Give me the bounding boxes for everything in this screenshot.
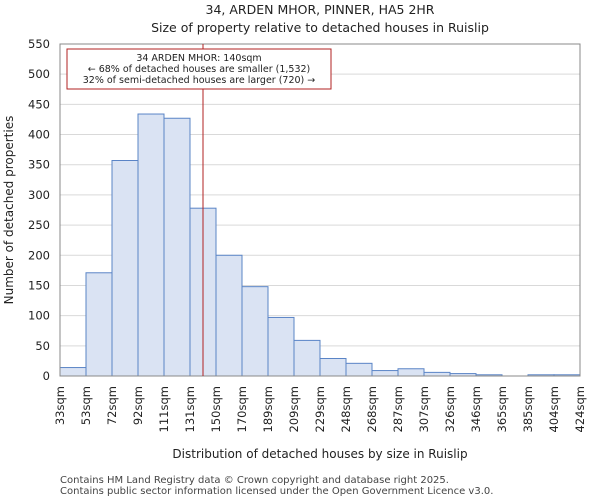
chart-subtitle: Size of property relative to detached ho… bbox=[151, 20, 489, 35]
annotation-line-1: 34 ARDEN MHOR: 140sqm bbox=[136, 53, 261, 64]
bar bbox=[319, 357, 347, 377]
bars bbox=[59, 113, 581, 377]
x-tick-label: 365sqm bbox=[495, 386, 509, 432]
x-tick-label: 209sqm bbox=[287, 386, 301, 432]
bar bbox=[111, 160, 139, 377]
bar bbox=[137, 113, 165, 377]
bar bbox=[59, 367, 87, 377]
x-tick-label: 53sqm bbox=[79, 386, 93, 425]
bar bbox=[215, 254, 243, 377]
x-axis-label: Distribution of detached houses by size … bbox=[172, 447, 467, 461]
annotation-box: 34 ARDEN MHOR: 140sqm ← 68% of detached … bbox=[66, 48, 332, 90]
bar bbox=[163, 117, 191, 377]
x-tick-label: 307sqm bbox=[417, 386, 431, 432]
x-tick-label: 111sqm bbox=[157, 386, 171, 432]
bar bbox=[267, 316, 295, 377]
y-tick-label: 250 bbox=[28, 218, 50, 232]
bar bbox=[397, 368, 425, 377]
y-tick-label: 350 bbox=[28, 158, 50, 172]
x-tick-label: 346sqm bbox=[469, 386, 483, 432]
y-tick-label: 400 bbox=[28, 128, 50, 142]
y-tick-label: 100 bbox=[28, 309, 50, 323]
chart-title: 34, ARDEN MHOR, PINNER, HA5 2HR bbox=[206, 2, 435, 17]
x-tick-label: 72sqm bbox=[105, 386, 119, 425]
x-tick-label: 170sqm bbox=[235, 386, 249, 432]
bar bbox=[345, 362, 373, 377]
annotation-border bbox=[66, 48, 332, 90]
plot-frame bbox=[59, 43, 581, 377]
footer-line-1: Contains HM Land Registry data © Crown c… bbox=[60, 475, 449, 486]
y-tick-label: 450 bbox=[28, 97, 50, 111]
x-tick-label: 131sqm bbox=[183, 386, 197, 432]
annotation-line-2: ← 68% of detached houses are smaller (1,… bbox=[88, 64, 311, 75]
y-tick-label: 0 bbox=[43, 369, 50, 383]
x-tick-label: 229sqm bbox=[313, 386, 327, 432]
x-tick-label: 92sqm bbox=[131, 386, 145, 425]
y-tick-label: 200 bbox=[28, 248, 50, 262]
x-tick-label: 248sqm bbox=[339, 386, 353, 432]
x-tick-label: 326sqm bbox=[443, 386, 457, 432]
y-tick-label: 550 bbox=[28, 37, 50, 51]
y-tick-label: 500 bbox=[28, 67, 50, 81]
x-tick-label: 150sqm bbox=[209, 386, 223, 432]
y-tick-label: 300 bbox=[28, 188, 50, 202]
y-tick-label: 50 bbox=[35, 339, 50, 353]
x-axis-ticks: 33sqm 53sqm 72sqm 92sqm 111sqm 131sqm 150sqm 17… bbox=[53, 386, 587, 432]
bar bbox=[241, 286, 269, 377]
x-tick-label: 385sqm bbox=[521, 386, 535, 432]
x-tick-label: 268sqm bbox=[365, 386, 379, 432]
x-tick-label: 189sqm bbox=[261, 386, 275, 432]
annotation-line-3: 32% of semi-detached houses are larger (… bbox=[83, 75, 316, 86]
x-tick-label: 404sqm bbox=[547, 386, 561, 432]
bar bbox=[85, 272, 113, 377]
bar bbox=[423, 371, 451, 377]
x-tick-label: 424sqm bbox=[573, 386, 587, 432]
y-tick-label: 150 bbox=[28, 278, 50, 292]
x-tick-label: 287sqm bbox=[391, 386, 405, 432]
footer-line-2: Contains public sector information licen… bbox=[60, 486, 493, 497]
y-axis-ticks: 0 50 100 150 200 250 300 350 400 450 500 550 bbox=[28, 37, 50, 383]
bar bbox=[371, 370, 399, 377]
x-tick-label: 33sqm bbox=[53, 386, 67, 425]
y-axis-label: Number of detached properties bbox=[2, 116, 16, 305]
bar bbox=[293, 339, 321, 377]
